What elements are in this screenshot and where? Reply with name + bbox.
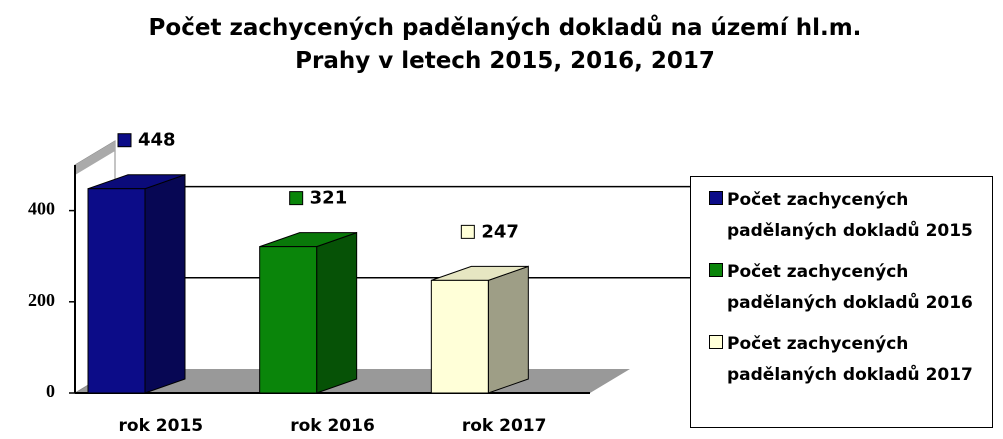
data-label-marker bbox=[289, 191, 304, 206]
legend-swatch bbox=[709, 335, 723, 349]
data-label: 448 bbox=[138, 130, 176, 151]
bar bbox=[87, 188, 146, 394]
bar-side bbox=[487, 265, 529, 394]
bar-side bbox=[144, 174, 186, 394]
y-tick-label: 400 bbox=[28, 199, 55, 219]
bar-side bbox=[316, 231, 358, 394]
legend-swatch bbox=[709, 191, 723, 205]
data-label: 321 bbox=[310, 188, 348, 209]
bar bbox=[430, 279, 489, 394]
data-label: 247 bbox=[481, 221, 519, 242]
legend-swatch bbox=[709, 263, 723, 277]
y-tick-label: 200 bbox=[28, 290, 55, 310]
x-tick-label: rok 2015 bbox=[119, 416, 204, 436]
x-tick-label: rok 2017 bbox=[462, 416, 547, 436]
bar bbox=[259, 246, 318, 394]
legend: Počet zachycených padělaných dokladů 201… bbox=[690, 176, 993, 428]
y-tick-label: 0 bbox=[46, 381, 55, 401]
legend-label: Počet zachycených padělaných dokladů 201… bbox=[727, 262, 973, 313]
legend-entry: Počet zachycených padělaných dokladů 201… bbox=[709, 329, 992, 391]
legend-entry: Počet zachycených padělaných dokladů 201… bbox=[709, 257, 992, 319]
chart-title: Počet zachycených padělaných dokladů na … bbox=[148, 15, 862, 74]
legend-label: Počet zachycených padělaných dokladů 201… bbox=[727, 334, 973, 385]
data-label-marker bbox=[117, 133, 132, 148]
x-tick-label: rok 2016 bbox=[290, 416, 375, 436]
data-label-marker bbox=[460, 224, 475, 239]
legend-entry: Počet zachycených padělaných dokladů 201… bbox=[709, 185, 992, 247]
wall-top bbox=[75, 141, 115, 175]
legend-label: Počet zachycených padělaných dokladů 201… bbox=[727, 190, 973, 241]
